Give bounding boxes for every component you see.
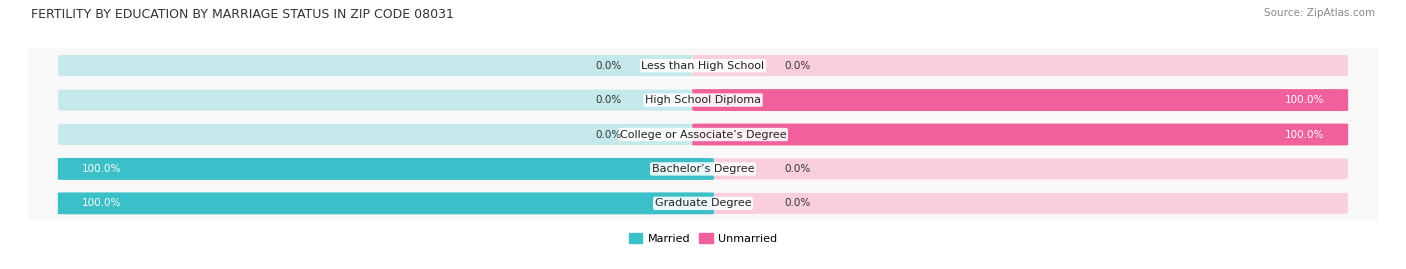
FancyBboxPatch shape	[58, 192, 714, 214]
Text: FERTILITY BY EDUCATION BY MARRIAGE STATUS IN ZIP CODE 08031: FERTILITY BY EDUCATION BY MARRIAGE STATU…	[31, 8, 454, 21]
Text: 0.0%: 0.0%	[596, 129, 621, 140]
FancyBboxPatch shape	[58, 192, 714, 214]
Text: Bachelor’s Degree: Bachelor’s Degree	[652, 164, 754, 174]
FancyBboxPatch shape	[692, 55, 1348, 77]
FancyBboxPatch shape	[692, 158, 1348, 180]
Text: 100.0%: 100.0%	[82, 198, 121, 208]
Bar	[28, 48, 1378, 83]
Bar	[28, 117, 1378, 152]
Text: 0.0%: 0.0%	[785, 164, 810, 174]
Text: Graduate Degree: Graduate Degree	[655, 198, 751, 208]
Text: Source: ZipAtlas.com: Source: ZipAtlas.com	[1264, 8, 1375, 18]
FancyBboxPatch shape	[692, 89, 1348, 111]
Text: 100.0%: 100.0%	[82, 164, 121, 174]
FancyBboxPatch shape	[692, 123, 1348, 146]
FancyBboxPatch shape	[58, 89, 714, 111]
FancyBboxPatch shape	[692, 123, 1348, 146]
Text: 0.0%: 0.0%	[785, 198, 810, 208]
FancyBboxPatch shape	[58, 123, 714, 146]
Text: High School Diploma: High School Diploma	[645, 95, 761, 105]
Legend: Married, Unmarried: Married, Unmarried	[627, 231, 779, 246]
Bar	[28, 83, 1378, 117]
Text: College or Associate’s Degree: College or Associate’s Degree	[620, 129, 786, 140]
Text: 0.0%: 0.0%	[596, 95, 621, 105]
FancyBboxPatch shape	[58, 55, 714, 77]
FancyBboxPatch shape	[58, 158, 714, 180]
Text: Less than High School: Less than High School	[641, 61, 765, 71]
FancyBboxPatch shape	[692, 192, 1348, 214]
Text: 100.0%: 100.0%	[1285, 95, 1324, 105]
Bar	[28, 186, 1378, 221]
Text: 0.0%: 0.0%	[785, 61, 810, 71]
FancyBboxPatch shape	[58, 158, 714, 180]
FancyBboxPatch shape	[692, 89, 1348, 111]
Bar	[28, 152, 1378, 186]
Text: 0.0%: 0.0%	[596, 61, 621, 71]
Text: 100.0%: 100.0%	[1285, 129, 1324, 140]
